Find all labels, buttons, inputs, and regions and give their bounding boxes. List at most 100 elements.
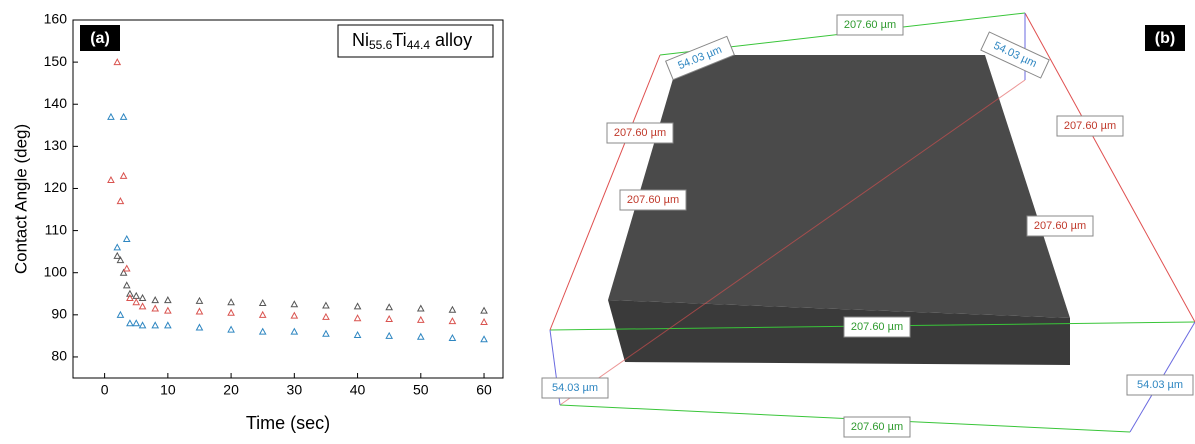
y-tick-label: 80 (51, 348, 67, 364)
marker (152, 322, 158, 328)
marker (165, 297, 171, 303)
y-tick-label: 110 (45, 221, 68, 237)
marker (449, 335, 455, 341)
y-tick-label: 150 (44, 53, 68, 69)
marker (481, 319, 487, 325)
marker (355, 315, 361, 321)
x-tick-label: 60 (476, 382, 492, 398)
marker (140, 295, 146, 301)
dimension-label: 54.03 µm (542, 378, 608, 398)
marker (196, 324, 202, 330)
dimension-label: 207.60 µm (607, 123, 673, 143)
marker (165, 322, 171, 328)
annotation-part: alloy (430, 30, 472, 50)
marker (127, 320, 133, 326)
dimension-label-text: 207.60 µm (1034, 220, 1086, 232)
marker (114, 253, 120, 259)
dimension-label: 54.03 µm (1127, 375, 1193, 395)
marker (323, 303, 329, 309)
dimension-label: 207.60 µm (844, 317, 910, 337)
figure: 80901001101201301401501600102030405060Ti… (0, 0, 1195, 439)
marker (386, 333, 392, 339)
marker (152, 306, 158, 312)
marker (386, 316, 392, 322)
annotation-part: 55.6 (369, 38, 393, 52)
marker (355, 332, 361, 338)
y-tick-label: 140 (44, 95, 68, 111)
marker (418, 334, 424, 340)
y-tick-label: 120 (44, 179, 68, 195)
marker (114, 59, 120, 65)
dimension-label: 207.60 µm (620, 190, 686, 210)
marker (449, 307, 455, 313)
marker (418, 306, 424, 312)
marker (117, 312, 123, 318)
marker (165, 308, 171, 314)
marker (124, 236, 130, 242)
marker (124, 282, 130, 288)
y-tick-label: 160 (44, 11, 68, 27)
marker (291, 313, 297, 319)
x-tick-label: 0 (101, 382, 109, 398)
y-tick-label: 100 (44, 263, 68, 279)
dimension-label: 207.60 µm (1027, 216, 1093, 236)
x-axis-label: Time (sec) (246, 413, 330, 433)
dimension-label-text: 54.03 µm (552, 382, 598, 394)
marker (228, 299, 234, 305)
panel-label: (a) (90, 30, 110, 47)
y-tick-label: 130 (44, 137, 68, 153)
marker (228, 327, 234, 333)
dimension-label: 207.60 µm (1057, 116, 1123, 136)
marker (323, 331, 329, 337)
panel-label: (b) (1155, 30, 1175, 47)
dimension-label-text: 54.03 µm (1137, 379, 1183, 391)
x-tick-label: 20 (223, 382, 239, 398)
marker (114, 244, 120, 250)
dimension-label-text: 207.60 µm (614, 127, 666, 139)
annotation-part: Ti (392, 30, 406, 50)
marker (291, 301, 297, 307)
marker (108, 114, 114, 120)
page: 80901001101201301401501600102030405060Ti… (0, 0, 1195, 444)
marker (260, 329, 266, 335)
dimension-label-text: 207.60 µm (627, 194, 679, 206)
y-axis-label: Contact Angle (deg) (11, 124, 30, 274)
dimension-label-text: 207.60 µm (851, 421, 903, 433)
marker (196, 298, 202, 304)
dimension-label-text: 207.60 µm (844, 19, 896, 31)
plot-frame (73, 20, 503, 378)
marker (117, 198, 123, 204)
marker (228, 310, 234, 316)
marker (323, 314, 329, 320)
marker (418, 317, 424, 323)
marker (133, 293, 139, 299)
marker (355, 303, 361, 309)
panel-b-drawing (550, 13, 1195, 432)
marker (108, 177, 114, 183)
marker (386, 304, 392, 310)
marker (133, 299, 139, 305)
marker (291, 329, 297, 335)
marker (196, 308, 202, 314)
dimension-label: 207.60 µm (837, 15, 903, 35)
annotation-part: Ni (352, 30, 369, 50)
marker (481, 336, 487, 342)
marker (121, 114, 127, 120)
marker (481, 308, 487, 314)
annotation-part: 44.4 (407, 38, 431, 52)
marker (152, 297, 158, 303)
dimension-label: 207.60 µm (844, 417, 910, 437)
marker (124, 265, 130, 271)
x-tick-label: 10 (160, 382, 176, 398)
surface-top (608, 55, 1070, 318)
marker (133, 320, 139, 326)
marker (449, 318, 455, 324)
y-tick-label: 90 (51, 306, 67, 322)
marker (140, 322, 146, 328)
x-tick-label: 50 (413, 382, 429, 398)
dimension-label-text: 207.60 µm (1064, 120, 1116, 132)
marker (260, 312, 266, 318)
dimension-label-text: 207.60 µm (851, 321, 903, 333)
marker (121, 173, 127, 179)
x-tick-label: 40 (350, 382, 366, 398)
